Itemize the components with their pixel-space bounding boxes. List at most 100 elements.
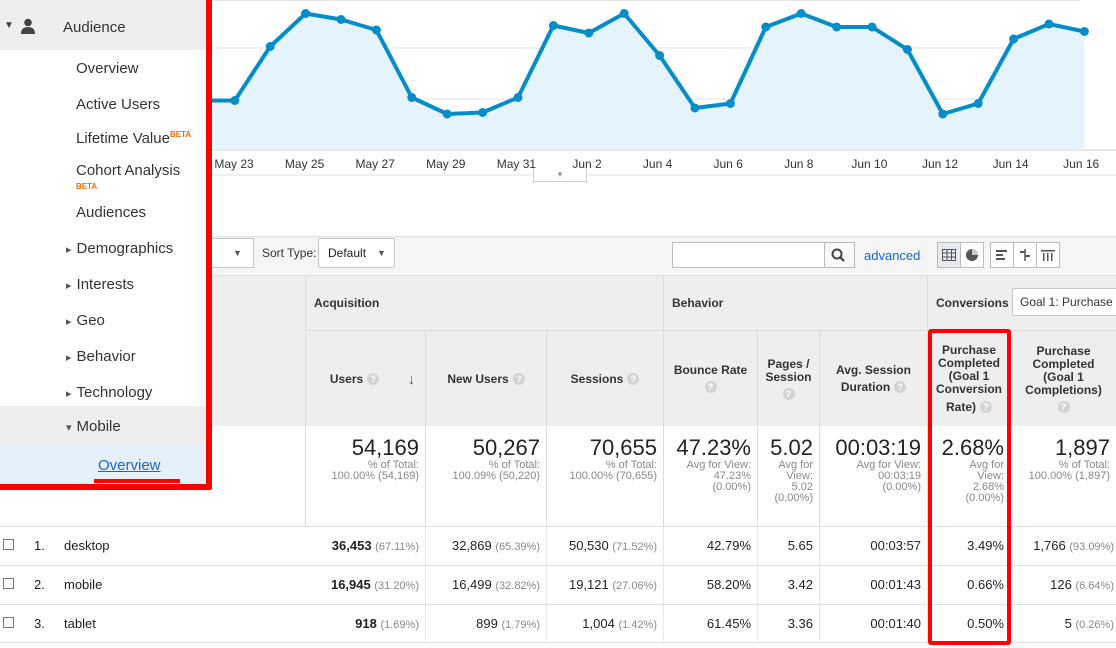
- total-subtext: 100.00% (54,169): [331, 470, 419, 482]
- total-value: 47.23%: [676, 435, 751, 460]
- row-dimension-link[interactable]: mobile: [64, 577, 103, 592]
- completions-total: 1,897 % of Total: 100.00% (1,897): [1011, 426, 1116, 526]
- conversion-rate-cell: 0.50%: [928, 605, 1011, 643]
- data-point[interactable]: [938, 109, 948, 119]
- help-icon[interactable]: ?: [627, 373, 640, 386]
- sidebar-item-lifetime-value[interactable]: Lifetime ValueBETA: [76, 130, 192, 147]
- bar-view-icon[interactable]: [990, 242, 1014, 268]
- search-button[interactable]: [825, 242, 855, 268]
- total-subtext: 00:03:19: [878, 470, 921, 482]
- advanced-filter-link[interactable]: advanced: [864, 248, 921, 263]
- bounce-rate-column-header[interactable]: Bounce Rate ?: [664, 330, 758, 426]
- row-checkbox[interactable]: [3, 617, 14, 628]
- data-point[interactable]: [584, 28, 594, 38]
- total-subtext: 5.02: [791, 481, 813, 493]
- sidebar-section-label: Audience: [63, 19, 126, 36]
- total-value: 50,267: [472, 435, 540, 460]
- chevron-right-icon: ▸: [66, 280, 72, 292]
- help-icon[interactable]: ?: [1057, 400, 1070, 413]
- grid-view-icon[interactable]: [937, 242, 961, 268]
- pages-session-column-header[interactable]: Pages / Session ?: [758, 330, 820, 426]
- data-point[interactable]: [832, 22, 842, 32]
- users-column-header[interactable]: Users? ↓: [306, 330, 426, 426]
- avg-duration-cell: 00:03:57: [820, 527, 928, 565]
- table-search-input[interactable]: [672, 242, 825, 268]
- data-point[interactable]: [265, 42, 275, 51]
- sidebar-item-overview[interactable]: Overview: [76, 60, 139, 77]
- sort-type-dropdown[interactable]: Default ▼: [318, 238, 395, 268]
- data-point[interactable]: [796, 9, 806, 18]
- help-icon[interactable]: ?: [367, 373, 380, 386]
- sidebar-item-label: Overview: [98, 457, 161, 474]
- data-point[interactable]: [478, 108, 488, 117]
- x-tick-label: Jun 10: [851, 157, 888, 171]
- search-icon: [831, 248, 845, 262]
- help-icon[interactable]: ?: [980, 401, 992, 414]
- data-point[interactable]: [513, 93, 523, 102]
- sidebar-item-audiences[interactable]: Audiences: [76, 204, 147, 221]
- row-dimension-link[interactable]: tablet: [64, 616, 96, 631]
- data-point[interactable]: [973, 99, 983, 108]
- conv-rate-line-0: Purchase: [941, 342, 997, 357]
- sidebar-item-behavior[interactable]: ▸ Behavior: [66, 348, 136, 365]
- data-point[interactable]: [655, 51, 665, 60]
- x-tick-label: Jun 16: [1063, 157, 1100, 171]
- completions-column-header[interactable]: Purchase Completed (Goal 1 Completions) …: [1011, 330, 1116, 426]
- data-point[interactable]: [1079, 27, 1089, 36]
- sidebar-item-demographics[interactable]: ▸ Demographics: [66, 240, 174, 257]
- total-subtext: 100.00% (70,655): [569, 470, 657, 482]
- new-users-column-header[interactable]: New Users?: [426, 330, 547, 426]
- bounce-rate-header-label: Bounce Rate: [673, 363, 748, 377]
- x-tick-label: May 27: [355, 157, 395, 171]
- data-point[interactable]: [442, 109, 452, 119]
- data-point[interactable]: [336, 15, 346, 24]
- data-point[interactable]: [619, 9, 629, 18]
- help-icon[interactable]: ?: [894, 381, 907, 394]
- conversion-rate-column-header[interactable]: Purchase Completed (Goal 1 Conversion Ra…: [928, 330, 1011, 426]
- sidebar-item-active-users[interactable]: Active Users: [76, 96, 161, 113]
- sidebar-item-technology[interactable]: ▸ Technology: [66, 384, 153, 401]
- chevron-down-icon: ▼: [377, 248, 386, 258]
- total-value: 5.02: [770, 435, 813, 460]
- sessions-column-header[interactable]: Sessions?: [547, 330, 664, 426]
- sidebar-item-interests[interactable]: ▸ Interests: [66, 276, 135, 293]
- row-dimension-link[interactable]: desktop: [64, 538, 110, 553]
- new-users-header-label: New Users: [447, 371, 509, 386]
- avg-session-duration-column-header[interactable]: Avg. Session Duration?: [820, 330, 928, 426]
- row-checkbox[interactable]: [3, 578, 14, 589]
- pie-view-icon[interactable]: [960, 242, 984, 268]
- behavior-group-header: Behavior: [664, 276, 928, 330]
- total-value: 00:03:19: [835, 435, 921, 460]
- data-point[interactable]: [1009, 34, 1019, 44]
- data-point[interactable]: [761, 22, 771, 32]
- conversions-group-header: Conversions Goal 1: Purchase: [928, 276, 1116, 330]
- pivot-view-icon[interactable]: [1036, 242, 1060, 268]
- data-point[interactable]: [867, 22, 877, 32]
- data-point[interactable]: [301, 9, 311, 18]
- table-row: 3. tablet 918 (1.69%) 899 (1.79%) 1,004 …: [0, 604, 1116, 643]
- data-point[interactable]: [230, 96, 240, 105]
- total-subtext: (0.00%): [712, 481, 751, 493]
- goal-selector-dropdown[interactable]: Goal 1: Purchase: [1012, 288, 1116, 316]
- help-icon[interactable]: ?: [782, 387, 795, 400]
- sidebar-item-cohort-analysis[interactable]: Cohort Analysis: [76, 162, 181, 179]
- sidebar-section-audience[interactable]: ▼ Audience: [0, 0, 206, 50]
- comparison-view-icon[interactable]: [1013, 242, 1037, 268]
- data-point[interactable]: [690, 103, 700, 113]
- data-point[interactable]: [407, 93, 417, 102]
- avg-duration-cell: 00:01:43: [820, 566, 928, 604]
- row-checkbox[interactable]: [3, 539, 14, 550]
- help-icon[interactable]: ?: [512, 373, 525, 386]
- data-point[interactable]: [725, 99, 735, 108]
- data-point[interactable]: [371, 25, 381, 35]
- total-value: 2.68%: [941, 435, 1004, 460]
- sidebar-item-mobile[interactable]: ▾ Mobile: [0, 406, 206, 446]
- sidebar-item-geo[interactable]: ▸ Geo: [66, 312, 105, 329]
- data-point[interactable]: [902, 45, 912, 54]
- data-point[interactable]: [1044, 19, 1054, 29]
- sidebar-subitem-mobile-overview[interactable]: Overview: [0, 446, 206, 484]
- data-point[interactable]: [548, 21, 558, 30]
- sessions-trend-chart: May 23 May 25 May 27 May 29 May 31 Jun 2 Jun 4…: [0, 0, 1116, 180]
- help-icon[interactable]: ?: [704, 381, 717, 393]
- chart-collapse-handle[interactable]: ▼: [533, 168, 587, 182]
